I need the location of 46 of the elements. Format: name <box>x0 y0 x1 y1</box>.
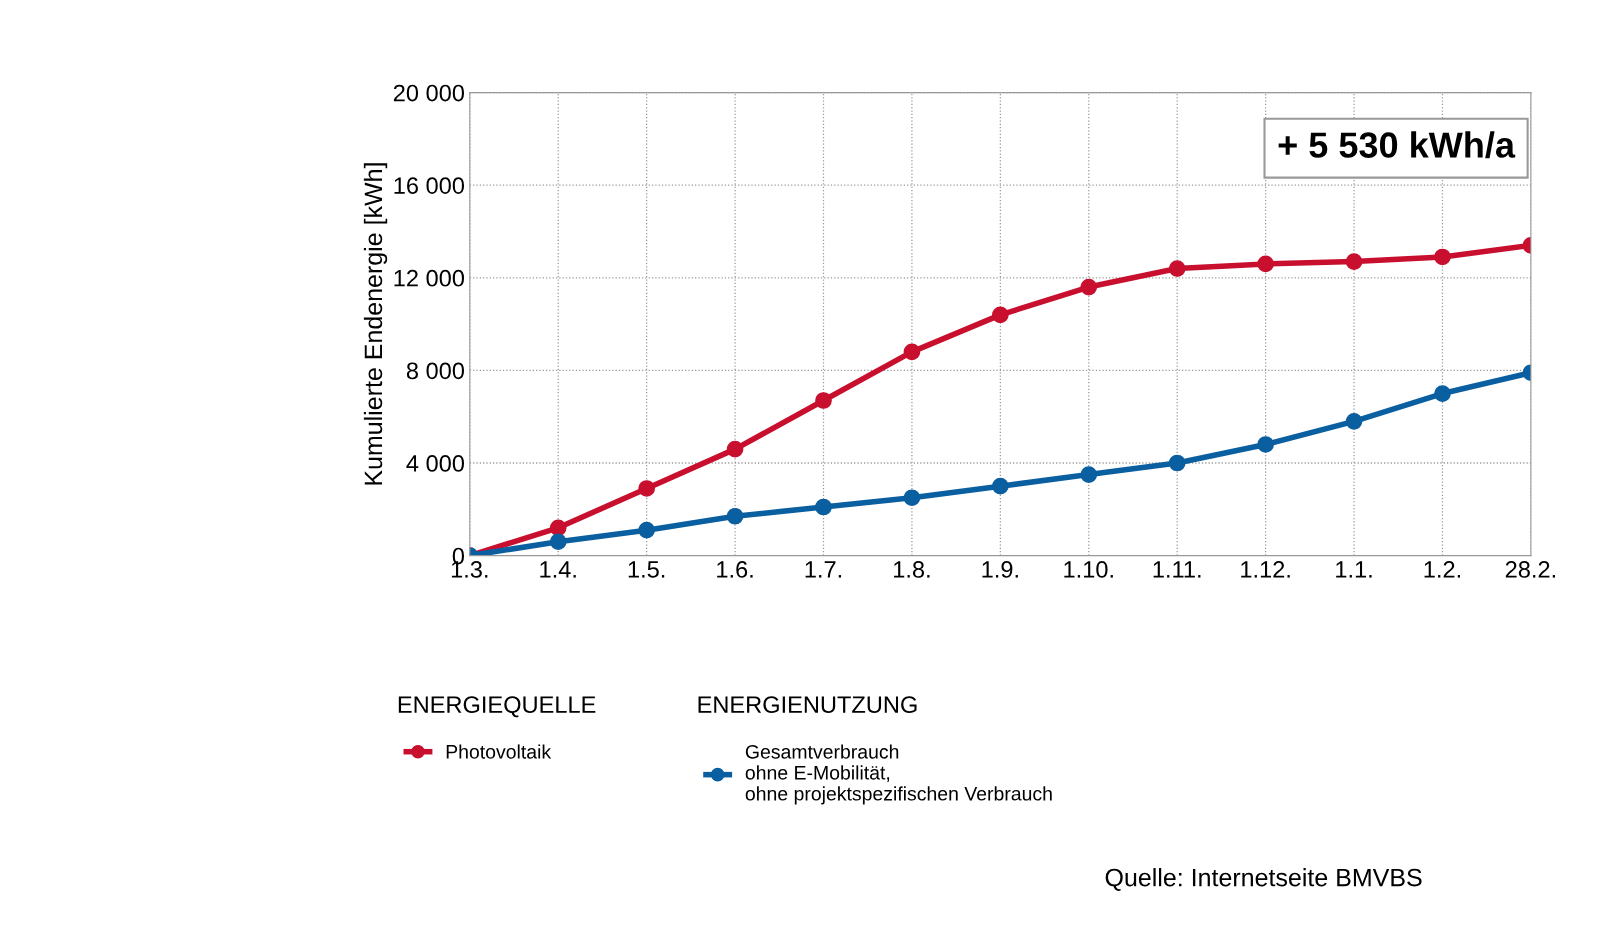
source-note: Quelle: Internetseite BMVBS <box>1105 868 1422 891</box>
y-tick-label: 8 000 <box>406 362 465 380</box>
point <box>1168 260 1186 277</box>
point <box>549 519 567 537</box>
point <box>1080 466 1098 483</box>
y-axis-title: Kumulierte Endenergie [kWh] <box>363 163 388 485</box>
point <box>1080 278 1098 296</box>
point <box>638 521 655 539</box>
point <box>992 306 1009 324</box>
annotation: + 5 530 kWh/a <box>1278 131 1516 159</box>
point <box>1345 253 1363 270</box>
x-tick-label: 1.8. <box>894 561 930 578</box>
x-tick-label: 1.9. <box>982 561 1018 578</box>
text: ENERGIEQUELLE <box>398 696 596 718</box>
point <box>903 489 921 507</box>
legend-label: Gesamtverbrauch ohne E-Mobilität, ohne projektspezifischen Verbrauch <box>745 744 1052 805</box>
point <box>726 440 744 458</box>
point <box>1345 412 1363 430</box>
text: ENERGIENUTZUNG <box>698 696 917 713</box>
y-tick-label: 12 000 <box>394 269 465 287</box>
x-tick-label: 1.1. <box>1336 561 1372 578</box>
point <box>638 480 655 497</box>
point <box>992 477 1009 495</box>
x-tick-label: 1.12. <box>1241 561 1290 578</box>
y-tick-label: 4 000 <box>406 455 465 472</box>
point <box>1257 255 1274 273</box>
point <box>1434 248 1451 266</box>
point <box>1434 385 1451 402</box>
legend-label: Photovoltaik <box>446 744 552 759</box>
x-tick-label: 1.2. <box>1424 561 1461 578</box>
point <box>903 343 921 361</box>
point <box>549 533 567 551</box>
x-tick-label: 1.11. <box>1153 561 1201 578</box>
x-tick-label: 1.6. <box>717 561 753 578</box>
x-tick-label: 28.2. <box>1505 561 1555 578</box>
point <box>815 498 832 516</box>
x-tick-label: 1.10. <box>1064 561 1113 578</box>
point <box>1257 436 1274 453</box>
y-tick-label: 20 000 <box>393 84 465 102</box>
x-tick-label: 1.7. <box>805 561 842 578</box>
point <box>726 507 744 525</box>
point <box>815 392 832 409</box>
y-tick-label: 16 000 <box>394 177 465 194</box>
x-tick-label: 1.4. <box>540 561 576 578</box>
x-tick-label: 1.5. <box>628 561 665 578</box>
point <box>1168 454 1186 472</box>
